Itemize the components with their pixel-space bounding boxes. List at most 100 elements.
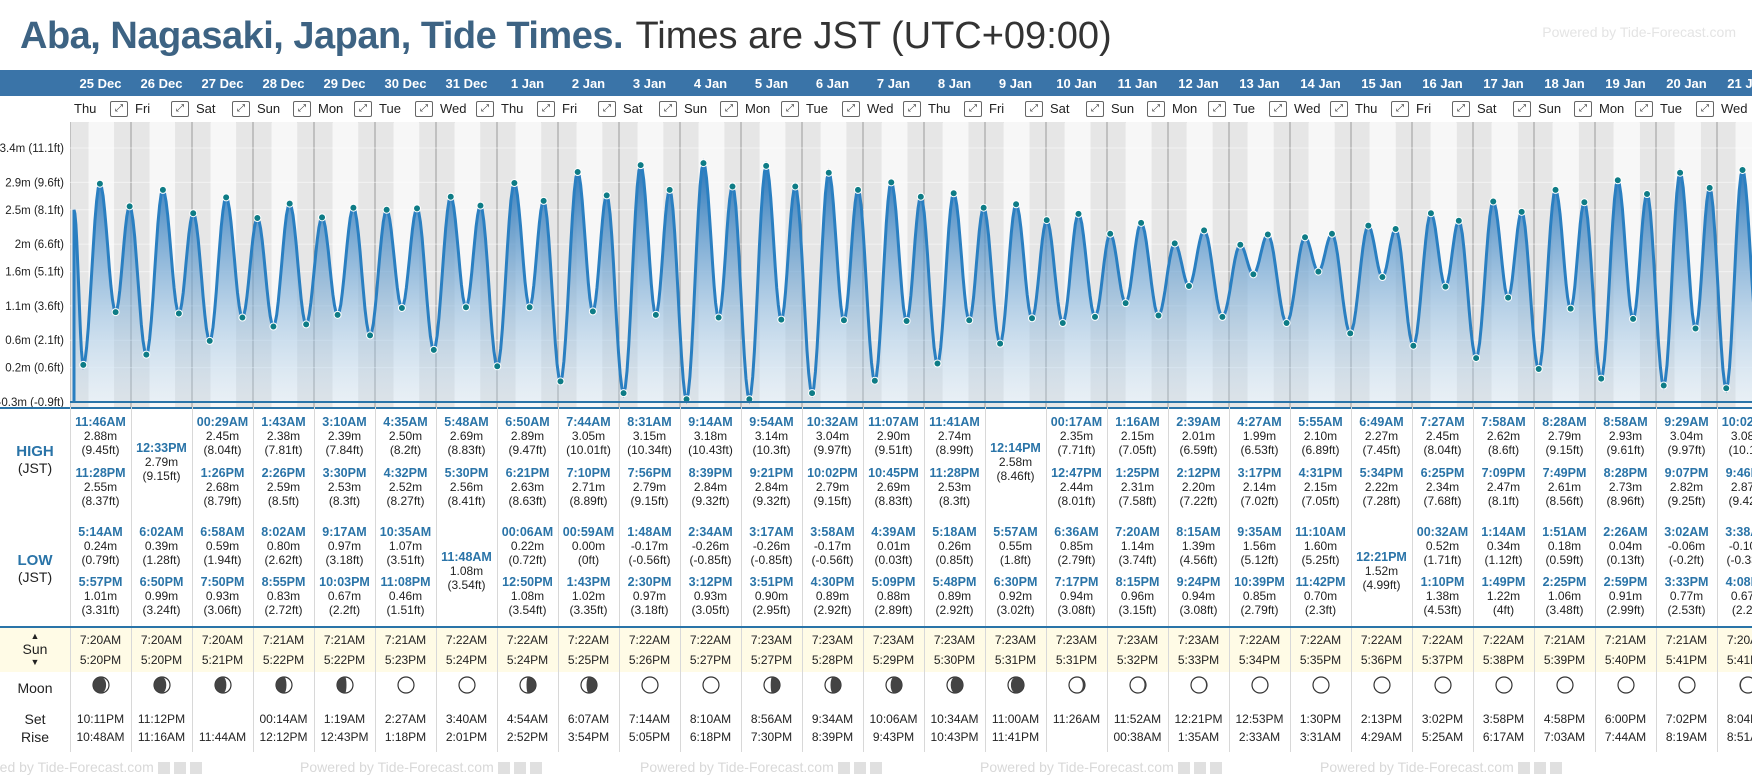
high-time: 10:02AM (1721, 415, 1752, 429)
social-icon[interactable] (1549, 762, 1562, 775)
moon-phase-cell (802, 676, 863, 700)
high-height-m: 2.73m (1608, 480, 1643, 494)
expand-icon[interactable]: ⤢ (659, 101, 677, 117)
high-tide-point (318, 213, 327, 222)
moon-phase-cell (1717, 676, 1752, 700)
social-icon[interactable] (1209, 762, 1222, 775)
sunrise-time: 7:22AM (1421, 633, 1464, 647)
expand-icon[interactable]: ⤢ (781, 101, 799, 117)
powered-by-footer[interactable]: Powered by Tide-Forecast.com (300, 759, 542, 775)
expand-icon[interactable]: ⤢ (720, 101, 738, 117)
expand-icon[interactable]: ⤢ (1208, 101, 1226, 117)
expand-icon[interactable]: ⤢ (293, 101, 311, 117)
weekday-cell-9: Sat ⤢ (619, 99, 680, 119)
social-icon[interactable] (497, 762, 510, 775)
expand-icon[interactable]: ⤢ (110, 101, 128, 117)
high-time: 6:21PM (505, 466, 550, 480)
expand-icon[interactable]: ⤢ (354, 101, 372, 117)
column-divider (436, 628, 437, 672)
expand-icon[interactable]: ⤢ (476, 101, 494, 117)
title-timezone: Times are JST (UTC+09:00) (635, 15, 1112, 57)
high-tide-point (1301, 233, 1310, 242)
powered-by-top[interactable]: Powered by Tide-Forecast.com (1542, 24, 1736, 40)
moon-phase-cell (253, 676, 314, 700)
low-height-m: 0.85m (1059, 539, 1094, 553)
high-entry: 1:25PM 2.31m (7.58ft) (1107, 466, 1168, 508)
low-entry: 1:43PM 1.02m (3.35ft) (558, 575, 619, 617)
low-height-m: 0.93m (693, 589, 728, 603)
powered-by-footer[interactable]: Powered by Tide-Forecast.com (0, 759, 202, 775)
column-divider (1107, 628, 1108, 672)
expand-icon[interactable]: ⤢ (964, 101, 982, 117)
low-height-ft: (5.12ft) (1240, 553, 1279, 567)
expand-icon[interactable]: ⤢ (1147, 101, 1165, 117)
social-icon[interactable] (157, 762, 170, 775)
expand-icon[interactable]: ⤢ (171, 101, 189, 117)
social-icon[interactable] (513, 762, 526, 775)
low-tide-point (619, 389, 628, 398)
expand-icon[interactable]: ⤢ (232, 101, 250, 117)
low-entry: 1:49PM 1.22m (4ft) (1473, 575, 1534, 617)
expand-icon[interactable]: ⤢ (1086, 101, 1104, 117)
high-height-m: 2.45m (1425, 429, 1460, 443)
low-time: 2:30PM (627, 575, 672, 589)
expand-icon[interactable]: ⤢ (415, 101, 433, 117)
moon-phase-cell (680, 676, 741, 700)
expand-icon[interactable]: ⤢ (1391, 101, 1409, 117)
expand-icon[interactable]: ⤢ (1696, 101, 1714, 117)
expand-icon[interactable]: ⤢ (1452, 101, 1470, 117)
column-divider (1229, 407, 1230, 627)
social-icon[interactable] (853, 762, 866, 775)
high-height-m: 2.69m (449, 429, 484, 443)
high-time: 10:02PM (807, 466, 858, 480)
social-icon[interactable] (869, 762, 882, 775)
low-time: 2:59PM (1603, 575, 1648, 589)
social-icon[interactable] (837, 762, 850, 775)
weekday-cell-12: Tue ⤢ (802, 99, 863, 119)
expand-icon[interactable]: ⤢ (903, 101, 921, 117)
powered-by-footer[interactable]: Powered by Tide-Forecast.com (640, 759, 882, 775)
expand-icon[interactable]: ⤢ (537, 101, 555, 117)
high-height-ft: (8.46ft) (996, 469, 1035, 483)
powered-by-footer[interactable]: Powered by Tide-Forecast.com (980, 759, 1222, 775)
social-icon[interactable] (173, 762, 186, 775)
sunrise-time: 7:23AM (1055, 633, 1098, 647)
expand-icon[interactable]: ⤢ (598, 101, 616, 117)
moon-phase-icon (1555, 676, 1574, 694)
expand-icon[interactable]: ⤢ (1330, 101, 1348, 117)
high-height-ft: (9.15ft) (813, 494, 852, 508)
high-height-ft: (7.05ft) (1301, 494, 1340, 508)
expand-icon[interactable]: ⤢ (1269, 101, 1287, 117)
social-icon[interactable] (189, 762, 202, 775)
low-entry: 6:36AM 0.85m (2.79ft) (1046, 525, 1107, 567)
high-height-m: 2.71m (571, 480, 606, 494)
moonset-time: 8:56AM (750, 712, 793, 726)
social-icon[interactable] (1533, 762, 1546, 775)
high-height-ft: (9.32ft) (691, 494, 730, 508)
expand-icon[interactable]: ⤢ (1025, 101, 1043, 117)
column-divider (1290, 672, 1291, 752)
expand-icon[interactable]: ⤢ (842, 101, 860, 117)
powered-by-footer[interactable]: Powered by Tide-Forecast.com (1320, 759, 1562, 775)
column-divider (1473, 628, 1474, 672)
low-entry: 8:15AM 1.39m (4.56ft) (1168, 525, 1229, 567)
low-tide-point (1504, 293, 1513, 302)
high-tide-point (854, 185, 863, 194)
social-icon[interactable] (529, 762, 542, 775)
expand-icon[interactable]: ⤢ (1574, 101, 1592, 117)
low-time: 3:02AM (1664, 525, 1709, 539)
low-tide-point (933, 359, 942, 368)
expand-icon[interactable]: ⤢ (1513, 101, 1531, 117)
high-height-ft: (8.2ft) (389, 443, 422, 457)
social-icon[interactable] (1517, 762, 1530, 775)
high-entry: 10:32AM 3.04m (9.97ft) (802, 415, 863, 457)
weekday-label: Sat (1050, 101, 1070, 116)
social-icon[interactable] (1193, 762, 1206, 775)
moonrise-time: 8:39PM (811, 730, 854, 744)
column-divider (70, 672, 71, 752)
high-height-ft: (10.3ft) (752, 443, 791, 457)
expand-icon[interactable]: ⤢ (1635, 101, 1653, 117)
low-height-m: 0.24m (83, 539, 118, 553)
weekday-cell-7: Thu ⤢ (497, 99, 558, 119)
social-icon[interactable] (1177, 762, 1190, 775)
